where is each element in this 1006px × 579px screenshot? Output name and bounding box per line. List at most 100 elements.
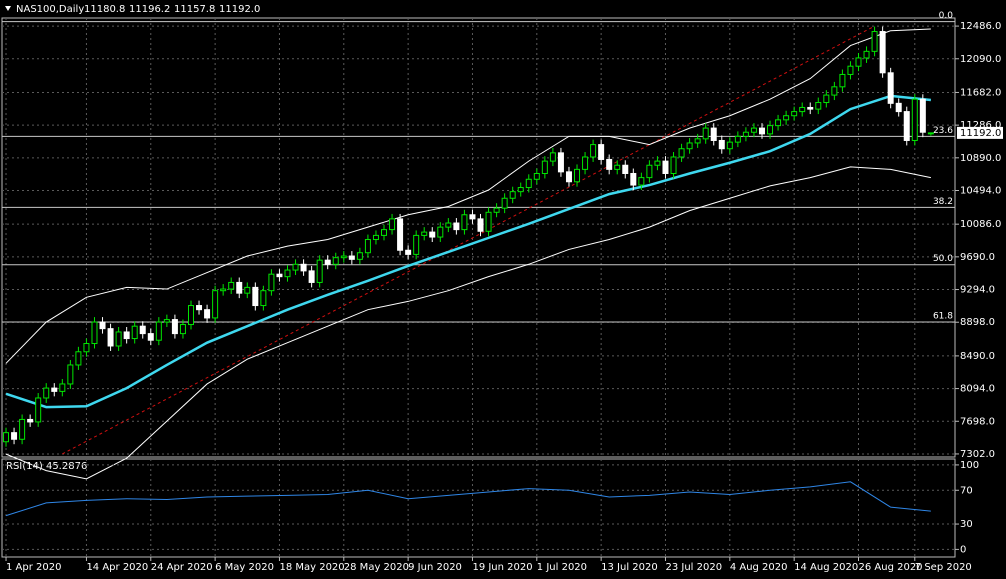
rsi-pane-frame bbox=[1, 458, 956, 558]
candle-body bbox=[268, 273, 275, 292]
candle-body bbox=[43, 387, 50, 399]
candle-body bbox=[758, 127, 765, 135]
y-tick-label: 9294.0 bbox=[960, 285, 995, 296]
fib-label: 61.8 bbox=[933, 312, 953, 322]
price-tag: 11192.0 bbox=[960, 128, 1001, 139]
candle-body bbox=[590, 144, 597, 158]
candle-body bbox=[372, 234, 379, 241]
candle-body bbox=[123, 331, 130, 340]
candle-body bbox=[549, 152, 556, 162]
candle-body bbox=[823, 94, 830, 104]
candle-body bbox=[27, 418, 34, 423]
candle-body bbox=[453, 222, 460, 231]
menu-arrow bbox=[5, 6, 11, 11]
candle-body bbox=[517, 187, 524, 193]
candle-body bbox=[292, 263, 299, 271]
candle-body bbox=[783, 115, 790, 121]
candle-body bbox=[107, 328, 114, 347]
candle-body bbox=[678, 148, 685, 158]
x-tick-label: 23 Jul 2020 bbox=[665, 562, 722, 573]
candle-body bbox=[413, 234, 420, 255]
y-tick-label: 10890.0 bbox=[960, 153, 1001, 164]
candle-body bbox=[686, 142, 693, 150]
y-tick-label: 9690.0 bbox=[960, 252, 995, 263]
candle-body bbox=[11, 432, 18, 440]
candle-body bbox=[405, 249, 412, 255]
candle-body bbox=[308, 270, 315, 283]
indicator-line bbox=[5, 166, 931, 480]
close-label: 11192.0 bbox=[219, 4, 260, 15]
candle-body bbox=[340, 255, 347, 259]
y-tick-label: 8094.0 bbox=[960, 384, 995, 395]
x-tick-label: 14 Aug 2020 bbox=[794, 562, 858, 573]
x-tick-label: 4 Aug 2020 bbox=[730, 562, 788, 573]
candle-body bbox=[147, 333, 154, 341]
candle-body bbox=[115, 331, 122, 347]
candle-body bbox=[646, 164, 653, 179]
candle-body bbox=[75, 351, 82, 366]
candle-body bbox=[670, 156, 677, 174]
candle-body bbox=[389, 218, 396, 231]
candle-body bbox=[847, 65, 854, 75]
candle-body bbox=[493, 207, 500, 213]
candle-body bbox=[429, 231, 436, 238]
candle-body bbox=[236, 281, 243, 294]
candle-body bbox=[276, 273, 283, 278]
candle-body bbox=[324, 259, 331, 265]
y-tick-label: 8490.0 bbox=[960, 351, 995, 362]
y-tick-label: 100 bbox=[960, 460, 979, 471]
candle-body bbox=[927, 132, 934, 135]
candle-body bbox=[614, 164, 621, 170]
candle-body bbox=[91, 321, 98, 345]
y-tick-label: 12486.0 bbox=[960, 21, 1001, 32]
candle-body bbox=[638, 177, 645, 186]
x-tick-label: 18 May 2020 bbox=[279, 562, 344, 573]
candle-body bbox=[863, 50, 870, 59]
x-tick-label: 13 Jul 2020 bbox=[601, 562, 658, 573]
x-tick-label: 7 Sep 2020 bbox=[915, 562, 972, 573]
candle-body bbox=[887, 72, 894, 104]
candle-body bbox=[485, 211, 492, 232]
candle-body bbox=[437, 226, 444, 238]
fib-label: 38.2 bbox=[933, 197, 953, 207]
candle-body bbox=[767, 125, 774, 135]
candle-body bbox=[839, 73, 846, 88]
candle-body bbox=[284, 269, 291, 278]
candle-body bbox=[477, 218, 484, 232]
candle-body bbox=[726, 141, 733, 150]
x-tick-label: 28 May 2020 bbox=[344, 562, 409, 573]
candle-body bbox=[582, 156, 589, 170]
candle-body bbox=[212, 290, 219, 319]
candle-body bbox=[742, 131, 749, 137]
candle-body bbox=[204, 309, 211, 319]
candle-body bbox=[364, 239, 371, 254]
candle-body bbox=[469, 214, 476, 220]
candle-body bbox=[895, 102, 902, 113]
candle-body bbox=[332, 257, 339, 265]
candle-body bbox=[228, 281, 235, 290]
candle-body bbox=[35, 397, 42, 423]
x-tick-label: 19 Jun 2020 bbox=[472, 562, 532, 573]
x-tick-label: 6 May 2020 bbox=[215, 562, 274, 573]
open-label: 11180.8 bbox=[84, 4, 125, 15]
candle-body bbox=[710, 127, 717, 141]
candle-body bbox=[919, 98, 926, 133]
indicator-line bbox=[5, 28, 931, 364]
candle-body bbox=[525, 178, 532, 189]
candle-body bbox=[244, 286, 251, 294]
x-tick-label: 14 Apr 2020 bbox=[86, 562, 148, 573]
candle-body bbox=[461, 214, 468, 231]
candle-body bbox=[694, 138, 701, 144]
candle-body bbox=[622, 164, 629, 174]
fib-label: 0.0 bbox=[939, 11, 954, 21]
candle-body bbox=[356, 252, 363, 260]
indicator-line bbox=[5, 94, 932, 409]
candle-body bbox=[501, 197, 508, 209]
candle-body bbox=[718, 139, 725, 150]
candle-body bbox=[139, 325, 146, 335]
y-tick-label: 30 bbox=[960, 519, 973, 530]
candle-body bbox=[3, 432, 10, 443]
candle-body bbox=[83, 343, 90, 353]
candle-body bbox=[565, 171, 572, 183]
y-tick-label: 0 bbox=[960, 544, 966, 555]
